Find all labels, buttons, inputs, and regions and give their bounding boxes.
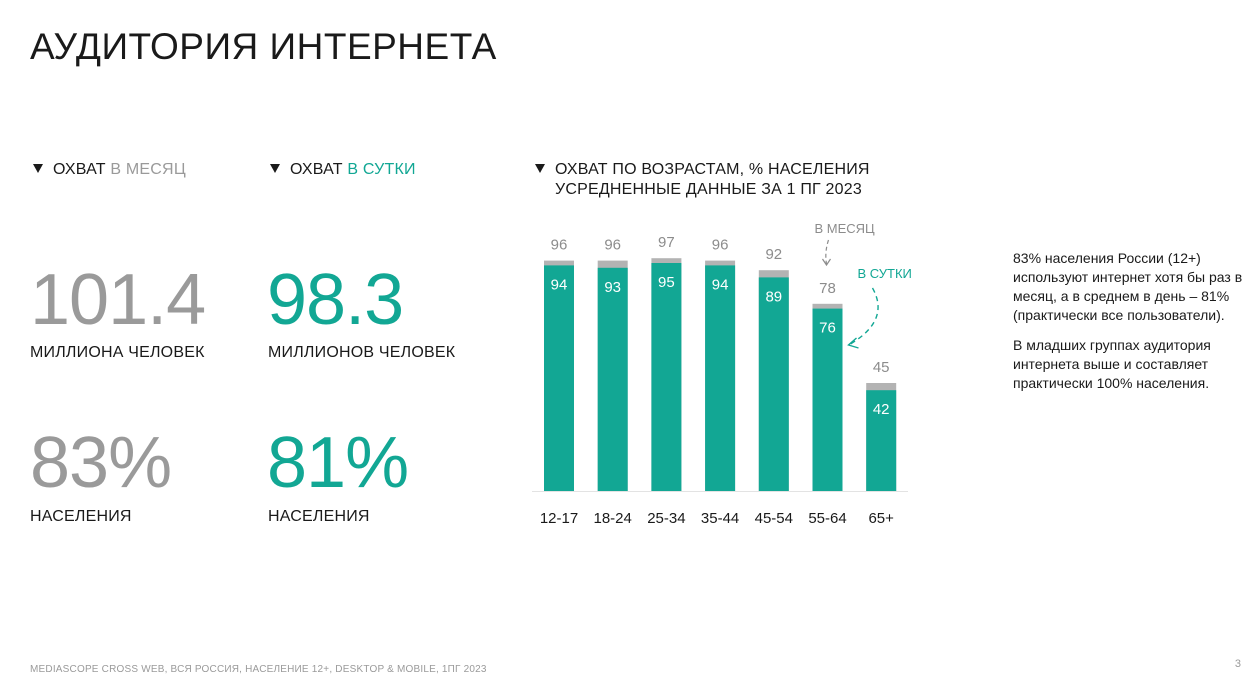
- label-day-55-64: 76: [819, 320, 836, 337]
- annotation-month-label: В МЕСЯЦ: [815, 221, 876, 236]
- x-tick-12-17: 12-17: [540, 510, 578, 527]
- bar-day-55-64: [812, 308, 843, 491]
- day-reach-label: МИЛЛИОНОВ ЧЕЛОВЕК: [268, 344, 456, 361]
- bar-day-65+: [866, 390, 897, 491]
- label-day-65+: 42: [873, 401, 890, 418]
- label-day-18-24: 93: [604, 279, 621, 296]
- annotation-day-arrowhead: [847, 337, 859, 349]
- bar-day-35-44: [705, 265, 736, 491]
- note-paragraph-1: 83% населения России (12+) используют ин…: [1013, 250, 1243, 323]
- label-day-25-34: 95: [658, 274, 675, 291]
- month-pct-label: НАСЕЛЕНИЯ: [30, 508, 132, 525]
- day-pct-value: 81%: [267, 423, 409, 503]
- label-day-45-54: 89: [765, 288, 782, 305]
- triangle-down-icon: [33, 164, 43, 173]
- month-head-accent: В МЕСЯЦ: [110, 161, 186, 178]
- age-reach-bar-chart: 96 94 12-17 96 93 18-24 97 95 25-34 96 94 35-44 92 89…: [532, 221, 912, 527]
- bar-day-25-34: [651, 263, 682, 491]
- bar-day-45-54: [758, 277, 789, 491]
- x-tick-25-34: 25-34: [647, 510, 685, 527]
- month-reach-value: 101.4: [30, 260, 206, 340]
- x-tick-65+: 65+: [868, 510, 894, 527]
- page-title: АУДИТОРИЯ ИНТЕРНЕТА: [30, 26, 497, 67]
- label-day-35-44: 94: [712, 276, 729, 293]
- month-reach-label: МИЛЛИОНА ЧЕЛОВЕК: [30, 344, 205, 361]
- annotation-day-label: В СУТКИ: [858, 266, 912, 281]
- day-head-accent: В СУТКИ: [347, 161, 416, 178]
- label-month-65+: 45: [873, 359, 890, 376]
- page-number: 3: [1234, 658, 1241, 670]
- chart-head-line1: ОХВАТ ПО ВОЗРАСТАМ, % НАСЕЛЕНИЯ: [555, 161, 870, 178]
- label-month-25-34: 97: [658, 234, 675, 251]
- note-paragraph-2: В младших группах аудитория интернета вы…: [1013, 337, 1211, 391]
- chart-header: ОХВАТ ПО ВОЗРАСТАМ, % НАСЕЛЕНИЯ УСРЕДНЕН…: [535, 160, 870, 200]
- month-reach-header: ОХВАТ В МЕСЯЦ: [33, 160, 186, 180]
- triangle-down-icon: [535, 164, 545, 173]
- bar-day-12-17: [544, 265, 574, 491]
- triangle-down-icon: [270, 164, 280, 173]
- x-tick-55-64: 55-64: [808, 510, 846, 527]
- x-tick-45-54: 45-54: [755, 510, 793, 527]
- label-month-45-54: 92: [765, 246, 782, 263]
- label-month-12-17: 96: [551, 237, 568, 254]
- label-month-55-64: 78: [819, 280, 836, 297]
- month-head-main: ОХВАТ: [53, 161, 106, 178]
- annotation-month-arrowhead: [822, 258, 831, 267]
- annotation-day-arrow: [850, 287, 879, 345]
- source-footer: MEDIASCOPE CROSS WEB, ВСЯ РОССИЯ, НАСЕЛЕ…: [30, 664, 487, 675]
- label-day-12-17: 94: [551, 276, 568, 293]
- day-reach-header: ОХВАТ В СУТКИ: [270, 160, 416, 180]
- day-reach-value: 98.3: [267, 260, 404, 340]
- chart-head-line2: УСРЕДНЕННЫЕ ДАННЫЕ ЗА 1 ПГ 2023: [555, 181, 862, 198]
- x-tick-18-24: 18-24: [594, 510, 632, 527]
- annotation-month-arrow: [825, 239, 830, 265]
- day-head-main: ОХВАТ: [290, 161, 343, 178]
- x-tick-35-44: 35-44: [701, 510, 739, 527]
- label-month-35-44: 96: [712, 237, 729, 254]
- label-month-18-24: 96: [604, 237, 621, 254]
- bar-day-18-24: [597, 267, 628, 491]
- day-pct-label: НАСЕЛЕНИЯ: [268, 508, 370, 525]
- month-pct-value: 83%: [30, 423, 172, 503]
